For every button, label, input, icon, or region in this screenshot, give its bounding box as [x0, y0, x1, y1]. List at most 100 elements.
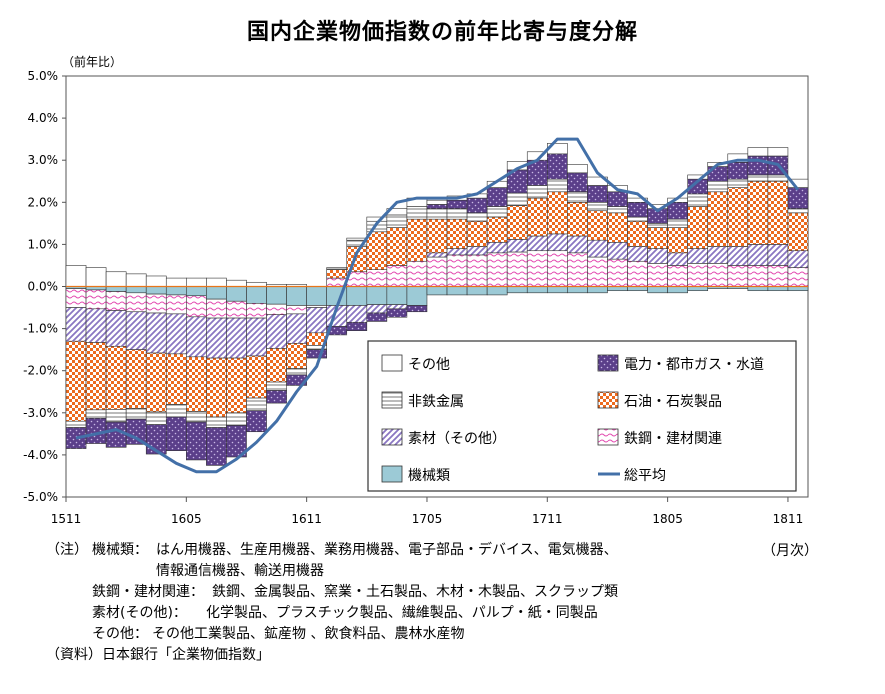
bar-nonferrous [65, 420, 87, 428]
bar-machinery [587, 286, 608, 294]
bar-oil [727, 187, 749, 247]
bar-materials [567, 235, 588, 254]
note-body: 化学製品、プラスチック製品、繊維製品、パルプ・紙・同製品 [206, 605, 598, 621]
bar-steel [246, 303, 267, 319]
bar-nonferrous [707, 180, 729, 193]
bar-electric [727, 162, 749, 180]
bar-machinery [366, 286, 388, 305]
bar-materials [366, 304, 388, 314]
bar-other [767, 147, 789, 157]
bar-electric [607, 191, 628, 207]
bar-steel [526, 250, 548, 287]
bar-oil [707, 191, 729, 247]
legend-label-oil: 石油・石炭製品 [624, 394, 722, 410]
bar-materials [266, 314, 287, 349]
bar-electric [125, 418, 147, 445]
bar-nonferrous [727, 178, 749, 188]
note-row-5: その他： その他工業製品、鉱産物 、飲食料品、農林水産物 [46, 624, 866, 645]
x-tick-label: 1805 [652, 512, 683, 526]
bar-machinery [526, 286, 548, 294]
legend-swatch-oil [597, 391, 619, 409]
bar-nonferrous [186, 411, 207, 423]
bar-machinery [767, 286, 789, 292]
y-tick-label: -4.0% [23, 448, 58, 462]
bar-nonferrous [326, 267, 348, 270]
total-line-layer [75, 137, 800, 474]
bar-materials [687, 248, 709, 264]
y-tick-label: -1.0% [23, 322, 58, 336]
bar-materials [767, 244, 789, 266]
y-tick-label: -3.0% [23, 406, 58, 420]
bar-steel [687, 263, 709, 287]
legend-swatch-machinery [381, 465, 403, 483]
bar-nonferrous [767, 174, 789, 182]
bar-oil [647, 227, 668, 249]
bar-oil [65, 340, 87, 422]
bar-materials [727, 246, 749, 266]
bar-steel [226, 300, 247, 319]
bar-steel [466, 254, 488, 287]
note-head: 機械類： [92, 542, 148, 558]
legend-swatch-materials [381, 428, 403, 446]
bar-oil [186, 356, 207, 412]
bar-machinery [165, 286, 187, 296]
bar-oil [607, 212, 628, 243]
bar-machinery [186, 286, 207, 297]
bar-electric [667, 202, 688, 220]
bar-electric [105, 421, 127, 448]
bar-steel [747, 265, 769, 287]
x-tick-label: 1511 [51, 512, 82, 526]
bar-steel [145, 293, 167, 314]
bar-materials [246, 317, 267, 357]
bar-steel [567, 252, 588, 287]
bar-materials [747, 244, 769, 266]
bar-nonferrous [466, 212, 488, 222]
bar-other [206, 277, 227, 287]
y-tick-label: 5.0% [28, 69, 59, 83]
note-row-1: （注） 機械類： はん用機器、生産用機器、業務用機器、電子部品・デバイス、電気機… [46, 540, 866, 561]
bar-oil [326, 269, 348, 279]
bar-materials [105, 310, 127, 347]
bar-nonferrous [567, 191, 588, 203]
bar-nonferrous [647, 223, 668, 228]
bar-steel [165, 294, 187, 315]
bar-materials [286, 313, 307, 344]
bar-nonferrous [687, 193, 709, 207]
bar-oil [426, 218, 448, 254]
bar-other [125, 273, 147, 287]
x-tick-label: 1705 [412, 512, 443, 526]
notes-section: （注） 機械類： はん用機器、生産用機器、業務用機器、電子部品・デバイス、電気機… [46, 540, 866, 666]
bar-other [567, 164, 588, 174]
legend-label-nonferrous: 非鉄金属 [408, 394, 464, 410]
bar-materials [526, 235, 548, 252]
y-tick-label: 4.0% [28, 111, 59, 125]
bar-machinery [446, 286, 468, 296]
chart-title: 国内企業物価指数の前年比寄与度分解 [246, 20, 638, 45]
bar-oil [667, 227, 688, 254]
bar-electric [446, 199, 468, 209]
bar-steel [386, 265, 408, 287]
bar-machinery [647, 286, 668, 294]
chart-svg: （前年比） 5.0% 4.0% 3.0% 2.0% 1.0% 0.0% -1.0% -2.0%… [23, 54, 809, 526]
bar-electric [567, 172, 588, 193]
bar-materials [627, 246, 648, 262]
bar-steel [125, 292, 147, 313]
bar-other [226, 279, 247, 287]
bar-machinery [506, 286, 528, 294]
y-axis-ticks: 5.0% 4.0% 3.0% 2.0% 1.0% 0.0% -1.0% -2.0% -3.0% -… [23, 69, 66, 504]
bar-electric [266, 390, 287, 404]
bar-materials [787, 250, 809, 268]
bar-materials [85, 308, 107, 343]
legend-box [367, 340, 797, 492]
series-line-total [75, 137, 800, 474]
bar-steel [446, 254, 468, 287]
bar-oil [286, 343, 307, 369]
bar-materials [707, 246, 729, 264]
bar-steel [546, 250, 568, 287]
bar-steel [266, 303, 287, 315]
bar-materials [446, 248, 468, 256]
bar-materials [306, 307, 327, 334]
bar-oil [226, 357, 247, 414]
bar-machinery [206, 286, 227, 300]
bar-steel [727, 265, 749, 287]
